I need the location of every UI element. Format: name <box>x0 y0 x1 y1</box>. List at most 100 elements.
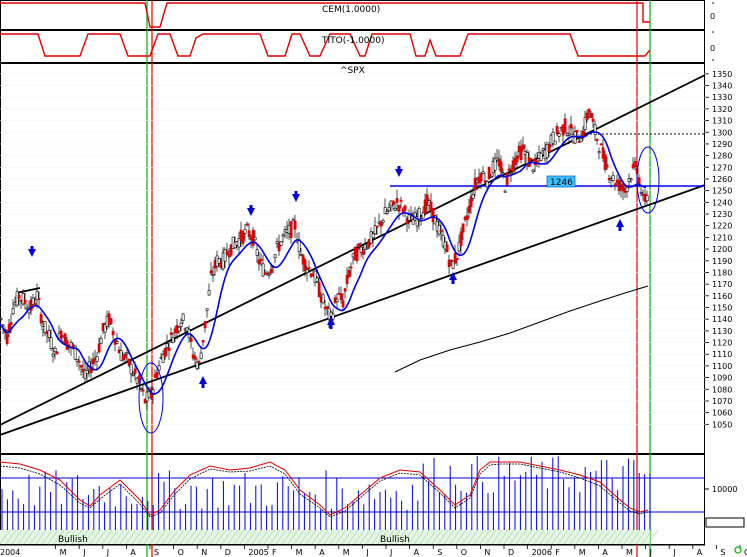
candle <box>23 299 27 304</box>
channel-lines <box>0 74 706 436</box>
month-label: A <box>697 548 703 557</box>
candle <box>479 173 483 182</box>
price-tick-label: 1310 <box>712 117 732 126</box>
candle <box>277 242 281 252</box>
candle <box>51 353 55 357</box>
hatch-line <box>413 529 425 545</box>
candle <box>471 194 475 199</box>
hatch-line <box>17 529 29 545</box>
candle <box>89 366 93 374</box>
hatch-line <box>575 529 587 545</box>
candle <box>37 298 41 301</box>
hatch-line <box>59 529 71 545</box>
hatch-line <box>587 529 599 545</box>
hatch-line <box>227 529 239 545</box>
hatch-line <box>137 529 149 545</box>
candle <box>111 330 115 336</box>
candle <box>439 230 443 232</box>
month-label: M <box>60 548 67 557</box>
price-tick-label: 1120 <box>712 339 732 348</box>
hatch-line <box>329 529 341 545</box>
candle <box>247 230 251 238</box>
candle <box>493 157 497 171</box>
candle <box>245 223 249 226</box>
candle <box>33 303 37 306</box>
hatch-line <box>359 529 371 545</box>
candle <box>381 220 385 223</box>
signal-label-2: Bullish <box>380 535 410 545</box>
candle <box>599 143 603 146</box>
price-tick-label: 1340 <box>712 82 732 91</box>
candle <box>455 257 459 261</box>
hatch-line <box>545 529 557 545</box>
month-label: J <box>672 548 675 557</box>
candle <box>227 254 231 258</box>
price-tick-label: 1100 <box>712 362 732 371</box>
price-axis: 1350 1340 1330 1320 1310 1300 1290 1280 1270 1260… <box>705 70 732 429</box>
month-label: D <box>225 548 231 557</box>
candle <box>629 178 633 181</box>
corner-icon <box>734 546 742 554</box>
hatch-line <box>437 529 449 545</box>
candle <box>291 219 295 222</box>
candle <box>373 225 377 235</box>
candle <box>371 233 375 239</box>
hatch-line <box>401 529 413 545</box>
candle <box>103 324 107 333</box>
candle <box>195 361 199 369</box>
hatch-line <box>155 529 167 545</box>
month-label: S <box>154 548 159 557</box>
hatch-line <box>113 529 125 545</box>
hatch-line <box>107 529 119 545</box>
candle <box>189 337 193 342</box>
candle <box>451 260 455 269</box>
hatch-line <box>323 529 335 545</box>
hatch-line <box>5 529 17 545</box>
month-label: 2004 <box>0 548 20 557</box>
candle <box>115 341 119 344</box>
hatch-line <box>203 529 215 545</box>
hatch-line <box>281 529 293 545</box>
hatch-line <box>461 529 473 545</box>
candle <box>307 267 311 270</box>
candle <box>17 294 21 299</box>
hatch-line <box>53 529 65 545</box>
candle <box>53 347 57 352</box>
price-tick-label: 1070 <box>712 397 732 406</box>
hatch-line <box>293 529 305 545</box>
candle <box>91 359 95 365</box>
candle <box>441 235 445 247</box>
month-label: A <box>130 548 136 557</box>
candle <box>541 148 545 151</box>
hatch-line <box>425 529 437 545</box>
hatch-line <box>593 529 605 545</box>
candle <box>617 179 621 192</box>
hatch-line <box>173 529 185 545</box>
candle <box>129 363 133 375</box>
price-tick-label: 1140 <box>712 315 732 324</box>
candle <box>437 225 441 235</box>
candle <box>305 269 309 274</box>
candle <box>131 373 135 376</box>
hatch-line <box>395 529 407 545</box>
price-tick-label: 1110 <box>712 350 732 359</box>
candle <box>645 195 649 202</box>
candle <box>321 294 325 304</box>
candle <box>395 198 399 203</box>
candle <box>273 254 277 259</box>
hatch-line <box>83 529 95 545</box>
candle <box>341 300 345 308</box>
hatch-line <box>365 529 377 545</box>
candle <box>515 155 519 163</box>
hatch-line <box>143 529 155 545</box>
candle <box>77 360 81 363</box>
candle <box>265 272 269 275</box>
candle <box>31 297 35 305</box>
hatch-line <box>599 529 611 545</box>
hatch-line <box>353 529 365 545</box>
candle <box>79 365 83 368</box>
candle <box>181 313 185 321</box>
candle <box>511 160 515 172</box>
hatch-line <box>245 529 257 545</box>
candle <box>261 263 265 277</box>
